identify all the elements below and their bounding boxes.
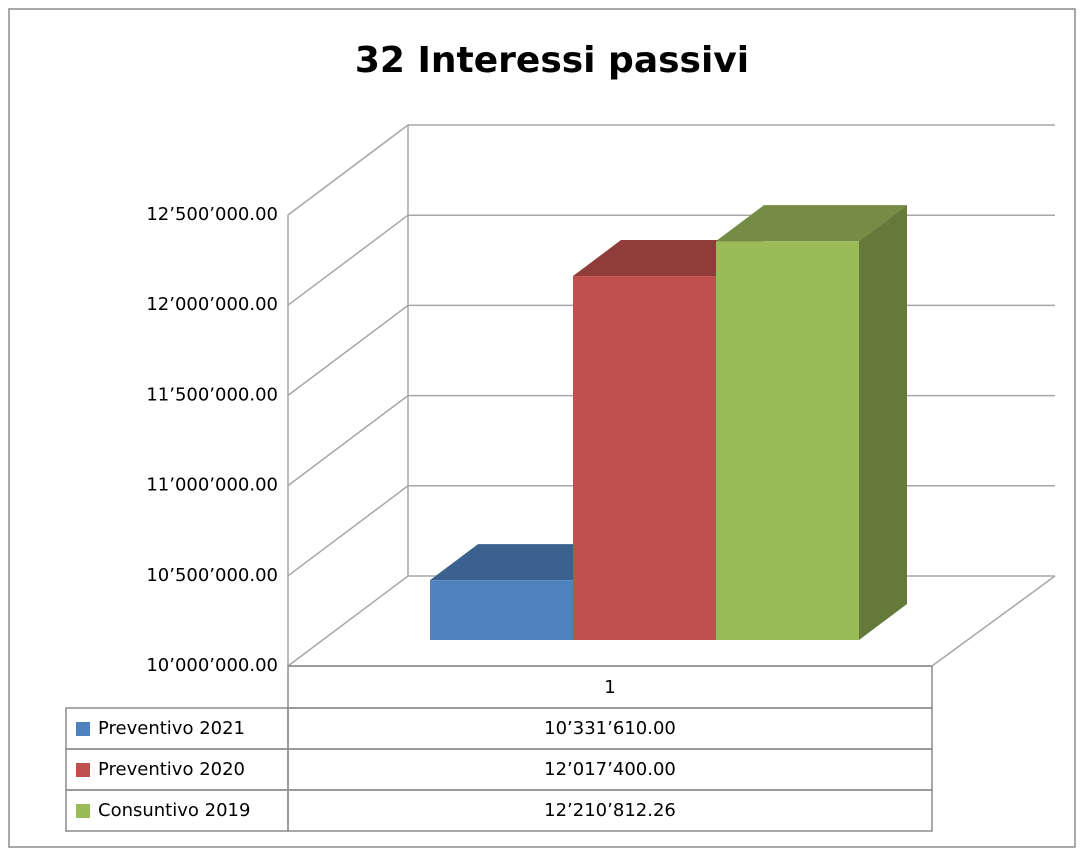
category-label: 1 xyxy=(604,677,615,698)
grid-line xyxy=(287,124,1055,216)
legend-key xyxy=(76,722,90,736)
table-value-cell xyxy=(287,789,933,832)
legend-key xyxy=(76,763,90,777)
y-tick-label: 11’000’000.00 xyxy=(146,475,278,496)
data-label: 10’331’610.00 xyxy=(544,718,676,739)
bar-front xyxy=(573,276,716,640)
legend-key xyxy=(76,804,90,818)
y-tick-label: 10’500’000.00 xyxy=(146,565,278,586)
data-label: 12’017’400.00 xyxy=(544,759,676,780)
legend-label: Consuntivo 2019 xyxy=(98,800,250,821)
data-label: 12’210’812.26 xyxy=(544,800,676,821)
y-tick-label: 10’000’000.00 xyxy=(146,655,278,676)
y-tick-label: 11’500’000.00 xyxy=(146,384,278,405)
legend-label: Preventivo 2020 xyxy=(98,759,245,780)
y-tick-label: 12’000’000.00 xyxy=(146,294,278,315)
bar-front xyxy=(430,580,573,640)
bar-front xyxy=(716,241,859,640)
y-tick-label: 12’500’000.00 xyxy=(146,204,278,225)
bar-side xyxy=(859,205,907,640)
legend-label: Preventivo 2021 xyxy=(98,718,245,739)
chart-title: 32 Interessi passivi xyxy=(355,40,749,81)
bar-top xyxy=(716,205,907,242)
